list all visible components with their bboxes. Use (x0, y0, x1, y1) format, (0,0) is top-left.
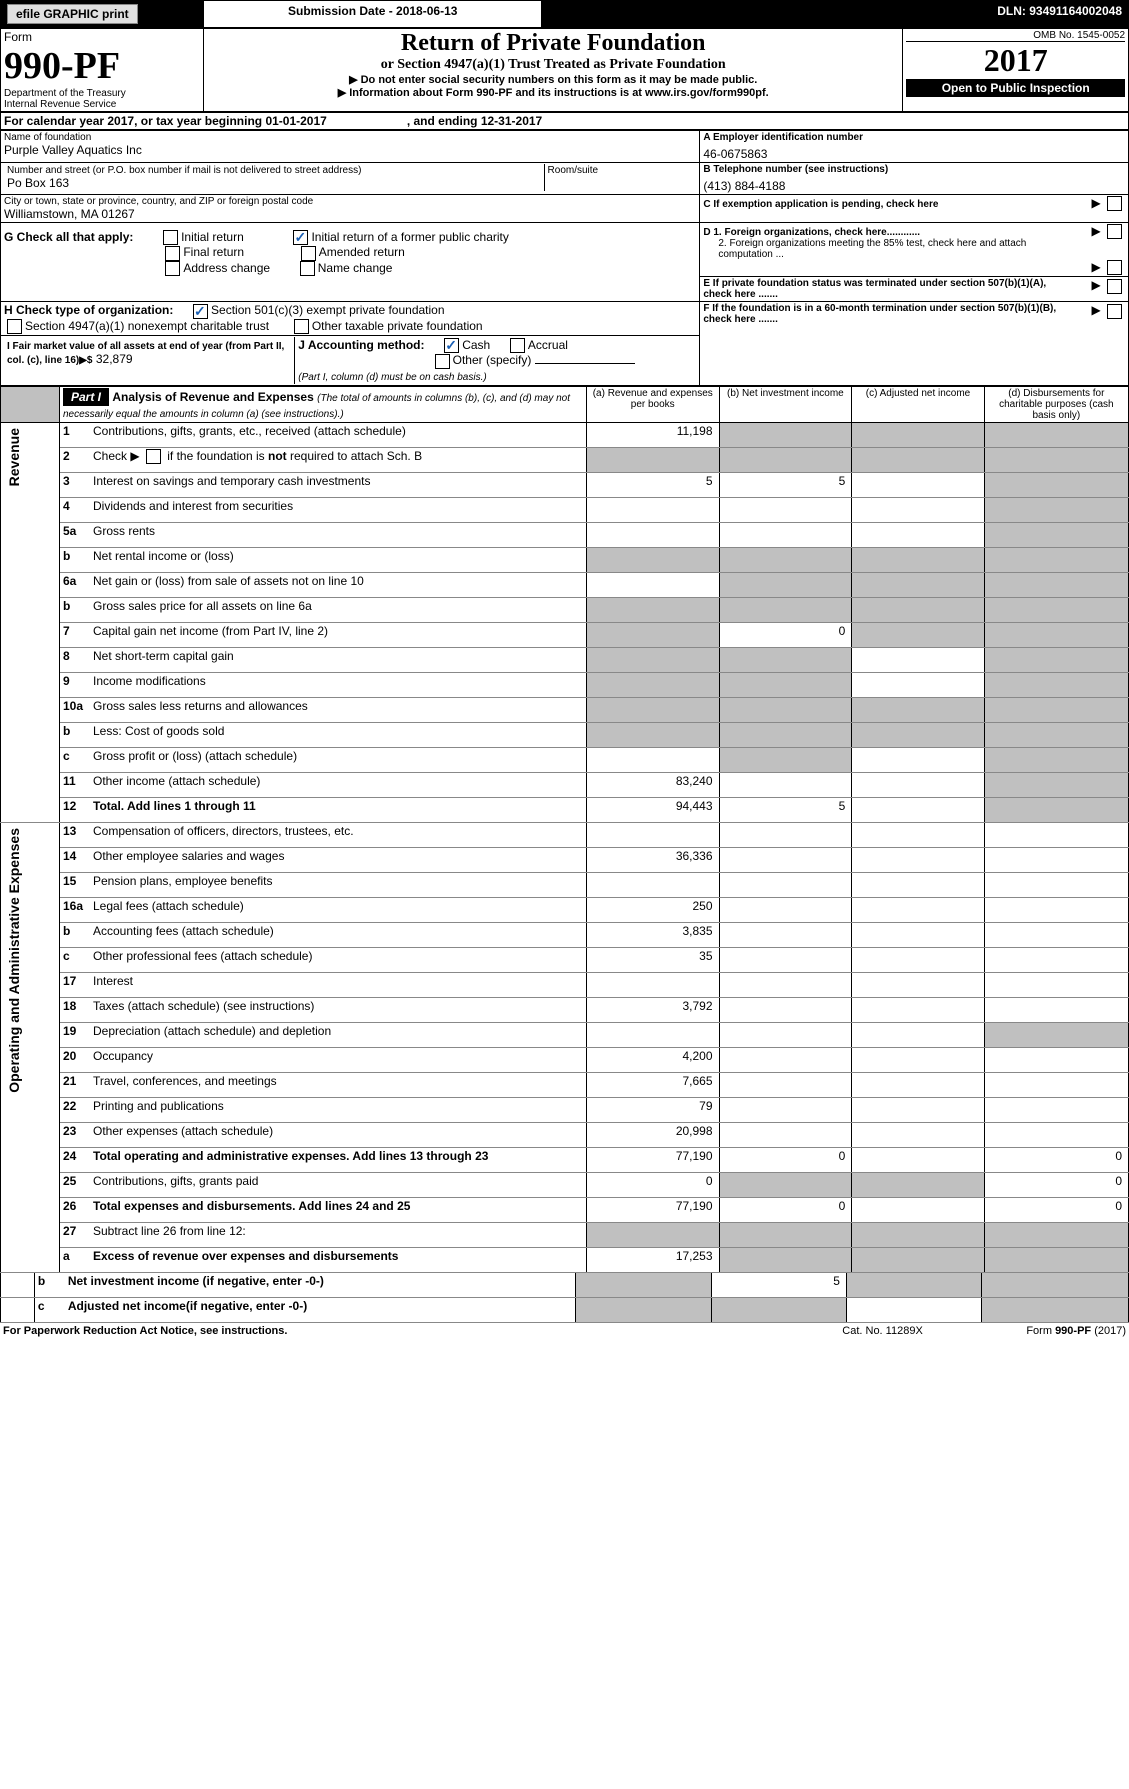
part1-table: Part I Analysis of Revenue and Expenses … (0, 386, 1129, 1273)
org-name: Purple Valley Aquatics Inc (4, 143, 696, 157)
part1-title: Analysis of Revenue and Expenses (112, 390, 313, 404)
revenue-section-label: Revenue (4, 424, 24, 490)
col-d-header: (d) Disbursements for charitable purpose… (984, 386, 1128, 422)
dept: Department of the Treasury (4, 88, 200, 99)
irs: Internal Revenue Service (4, 99, 200, 110)
submission-date: Submission Date - 2018-06-13 (288, 4, 457, 18)
box-c-label: C If exemption application is pending, c… (703, 199, 938, 210)
ein-value: 46-0675863 (703, 143, 1125, 161)
footer: For Paperwork Reduction Act Notice, see … (0, 1323, 1129, 1338)
name-label: Name of foundation (4, 132, 696, 143)
phone-value: (413) 884-4188 (703, 175, 1125, 193)
j-cash[interactable] (444, 338, 459, 353)
g-amended[interactable] (301, 246, 316, 261)
tax-year: 2017 (906, 42, 1125, 79)
ein-label: A Employer identification number (703, 132, 1125, 143)
h-501c3[interactable] (193, 304, 208, 319)
box-f-check[interactable] (1107, 304, 1122, 319)
col-c-header: (c) Adjusted net income (852, 386, 984, 422)
col-a-header: (a) Revenue and expenses per books (586, 386, 719, 422)
efile-button[interactable]: efile GRAPHIC print (7, 4, 138, 24)
dln: DLN: 93491164002048 (997, 4, 1122, 18)
form-number: 990-PF (4, 44, 200, 88)
j-label: J Accounting method: (298, 338, 424, 352)
box-e-check[interactable] (1107, 279, 1122, 294)
i-value: 32,879 (96, 352, 133, 366)
open-inspection: Open to Public Inspection (906, 79, 1125, 97)
g-address[interactable] (165, 261, 180, 276)
addr-label: Number and street (or P.O. box number if… (7, 165, 541, 176)
part1-label: Part I (63, 388, 109, 406)
org-info: Name of foundation Purple Valley Aquatic… (0, 130, 1129, 386)
box-f-label: F If the foundation is in a 60-month ter… (703, 303, 1061, 325)
part1-table-tail: bNet investment income (if negative, ent… (0, 1273, 1129, 1323)
org-city: Williamstown, MA 01267 (4, 207, 696, 221)
calendar-row: For calendar year 2017, or tax year begi… (0, 112, 1129, 130)
box-d2-label: 2. Foreign organizations meeting the 85%… (703, 238, 1076, 260)
h-label: H Check type of organization: (4, 303, 173, 317)
form-title: Return of Private Foundation (207, 30, 899, 57)
g-name-change[interactable] (300, 261, 315, 276)
cat-no: Cat. No. 11289X (713, 1323, 925, 1338)
room-label: Room/suite (548, 165, 694, 176)
warn2: ▶ Information about Form 990-PF and its … (207, 86, 899, 99)
title-block: Form 990-PF Department of the Treasury I… (0, 28, 1129, 112)
j-other[interactable] (435, 354, 450, 369)
i-label: I Fair market value of all assets at end… (7, 341, 284, 366)
j-accrual[interactable] (510, 338, 525, 353)
box-d1-label: D 1. Foreign organizations, check here..… (703, 227, 920, 238)
city-label: City or town, state or province, country… (4, 196, 696, 207)
box-d2-check[interactable] (1107, 260, 1122, 275)
form-subtitle: or Section 4947(a)(1) Trust Treated as P… (207, 57, 899, 73)
header-bar: efile GRAPHIC print Submission Date - 20… (0, 0, 1129, 28)
omb: OMB No. 1545-0052 (906, 30, 1125, 42)
form-label: Form (4, 30, 200, 44)
col-b-header: (b) Net investment income (719, 386, 852, 422)
h-4947[interactable] (7, 319, 22, 334)
expenses-section-label: Operating and Administrative Expenses (4, 824, 24, 1097)
warn1: ▶ Do not enter social security numbers o… (207, 73, 899, 86)
g-final[interactable] (165, 246, 180, 261)
g-former-charity[interactable] (293, 230, 308, 245)
j-note: (Part I, column (d) must be on cash basi… (298, 372, 486, 383)
h-other-tax[interactable] (294, 319, 309, 334)
g-initial[interactable] (163, 230, 178, 245)
box-e-label: E If private foundation status was termi… (703, 278, 1061, 300)
box-d1-check[interactable] (1107, 224, 1122, 239)
g-label: G Check all that apply: (4, 230, 133, 244)
org-addr: Po Box 163 (7, 176, 541, 190)
box-c-check[interactable] (1107, 196, 1122, 211)
phone-label: B Telephone number (see instructions) (703, 164, 1125, 175)
paperwork-notice: For Paperwork Reduction Act Notice, see … (0, 1323, 713, 1338)
